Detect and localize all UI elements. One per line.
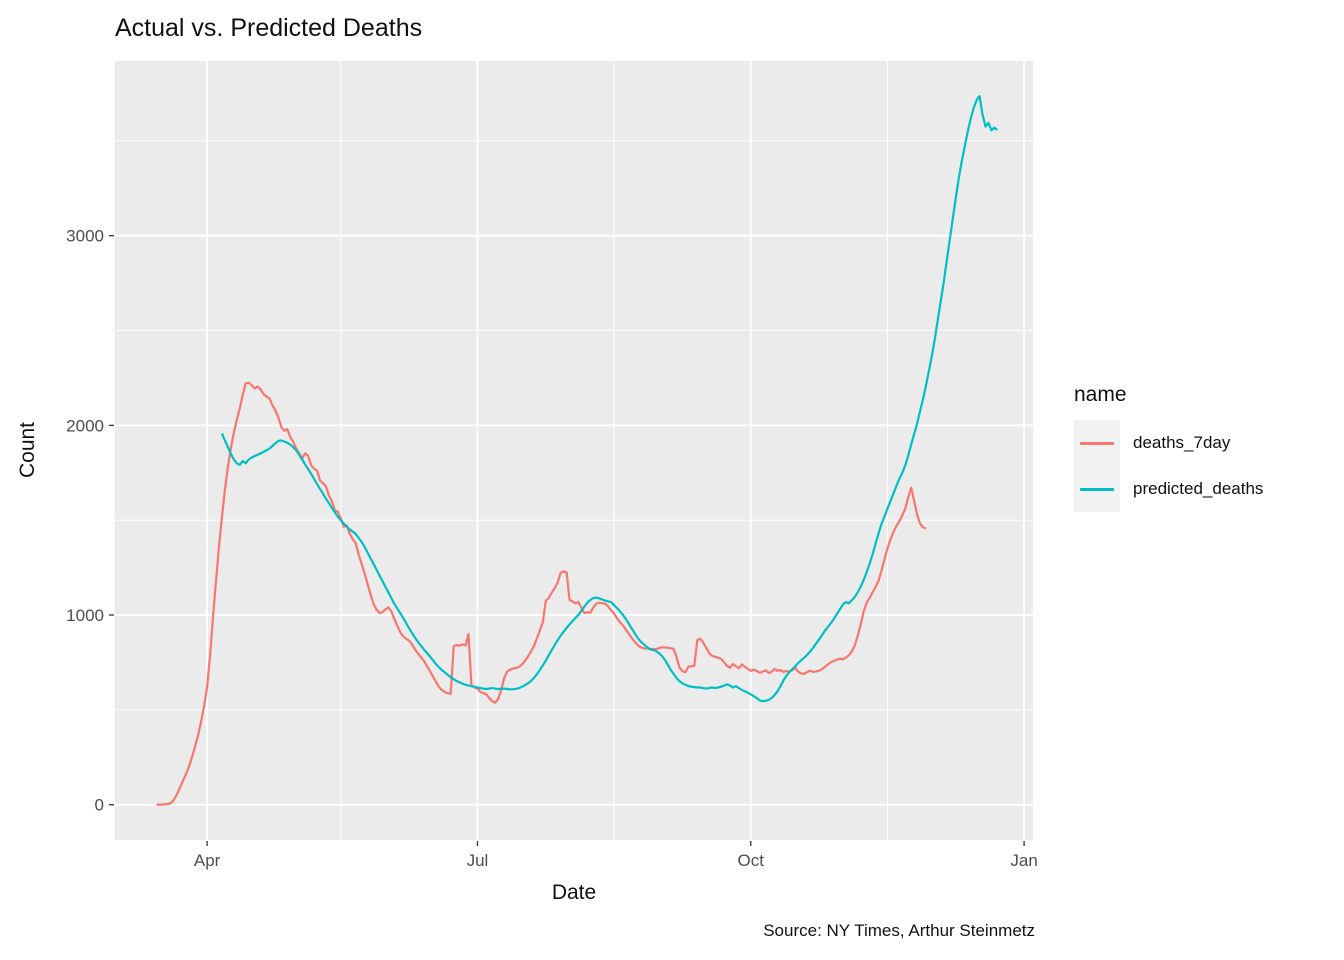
legend-item-deaths-7day: deaths_7day: [1074, 420, 1263, 466]
legend-label-predicted-deaths: predicted_deaths: [1133, 479, 1264, 498]
legend-key-deaths-7day: [1074, 420, 1120, 466]
chart-title: Actual vs. Predicted Deaths: [115, 14, 423, 42]
legend-key-predicted-deaths: [1074, 466, 1120, 512]
legend: name deaths_7day predicted_deaths: [1074, 383, 1263, 512]
x-tick-label: Jul: [467, 851, 489, 870]
predicted-deaths-line-swatch: [1080, 487, 1114, 491]
x-axis-title: Date: [551, 881, 597, 904]
y-tick-label: 1000: [66, 606, 104, 625]
y-axis-title: Count: [16, 421, 39, 479]
legend-title: name: [1074, 383, 1127, 406]
y-tick-label: 0: [95, 796, 104, 815]
series-line-deaths_7day: [156, 381, 927, 806]
x-tick-label: Apr: [194, 851, 221, 870]
panel-background: [115, 61, 1033, 840]
y-tick-label: 3000: [66, 227, 104, 246]
deaths-7day-line-swatch: [1080, 441, 1114, 445]
y-tick-label: 2000: [66, 416, 104, 435]
x-tick-label: Oct: [738, 851, 765, 870]
legend-label-deaths-7day: deaths_7day: [1133, 433, 1231, 452]
series-line-predicted_deaths: [220, 94, 998, 703]
legend-item-predicted-deaths: predicted_deaths: [1074, 466, 1263, 512]
x-tick-label: Jan: [1010, 851, 1037, 870]
source-caption: Source: NY Times, Arthur Steinmetz: [763, 921, 1035, 940]
